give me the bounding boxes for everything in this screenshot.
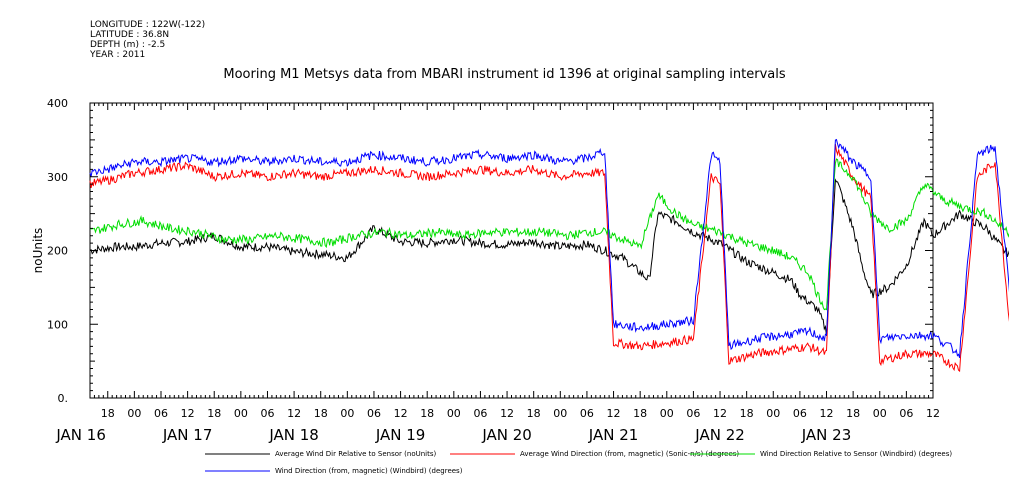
x-hour-label: 18 — [846, 407, 860, 420]
dataset-metadata: LONGITUDE : 122W(-122) LATITUDE : 36.8N … — [90, 20, 205, 60]
series-line-4 — [89, 138, 1009, 359]
x-hour-label: 18 — [420, 407, 434, 420]
x-hour-label: 00 — [340, 407, 354, 420]
plot-frame — [89, 102, 934, 399]
x-hour-label: 12 — [500, 407, 514, 420]
x-hour-label: 06 — [899, 407, 913, 420]
x-hour-label: 00 — [660, 407, 674, 420]
x-day-label: JAN 17 — [162, 426, 213, 444]
x-hour-label: 06 — [260, 407, 274, 420]
x-hour-label: 18 — [527, 407, 541, 420]
x-hour-label: 12 — [926, 407, 940, 420]
y-tick-label: 200 — [47, 245, 68, 258]
x-hour-label: 12 — [181, 407, 195, 420]
x-day-label: JAN 22 — [694, 426, 745, 444]
x-hour-label: 12 — [287, 407, 301, 420]
x-hour-label: 18 — [633, 407, 647, 420]
x-day-label: JAN 18 — [268, 426, 319, 444]
legend-label-2: Average Wind Direction (from, magnetic) … — [520, 450, 739, 458]
x-hour-label: 18 — [101, 407, 115, 420]
x-hour-label: 06 — [686, 407, 700, 420]
x-hour-label: 18 — [740, 407, 754, 420]
x-day-label: JAN 19 — [375, 426, 426, 444]
x-hour-label: 18 — [207, 407, 221, 420]
y-tick-label: 400 — [47, 97, 68, 110]
axes-group: 0. 100 200 300 400 noUnits 18 00 06 12 18 00 06 12 18 0… — [31, 97, 940, 444]
series-line-3 — [89, 158, 1009, 311]
y-tick-label: 100 — [47, 318, 68, 331]
x-hour-label: 06 — [580, 407, 594, 420]
x-hour-label: 00 — [127, 407, 141, 420]
x-hour-label: 12 — [394, 407, 408, 420]
plot-border — [89, 102, 934, 399]
x-day-label: JAN 20 — [481, 426, 532, 444]
legend: Average Wind Dir Relative to Sensor (noU… — [205, 450, 952, 475]
x-hour-label: 06 — [793, 407, 807, 420]
x-day-label: JAN 21 — [588, 426, 639, 444]
x-hour-label: 06 — [367, 407, 381, 420]
x-hour-label: 12 — [713, 407, 727, 420]
meta-depth: DEPTH (m) : -2.5 — [90, 40, 166, 50]
meta-latitude: LATITUDE : 36.8N — [90, 30, 170, 40]
x-hour-label: 00 — [553, 407, 567, 420]
x-hour-label: 00 — [766, 407, 780, 420]
x-hour-label: 00 — [447, 407, 461, 420]
x-hour-label: 00 — [234, 407, 248, 420]
x-hour-label: 06 — [473, 407, 487, 420]
meta-longitude: LONGITUDE : 122W(-122) — [90, 20, 206, 30]
legend-label-3: Wind Direction Relative to Sensor (Windb… — [760, 450, 952, 458]
y-tick-label: 0. — [58, 392, 69, 405]
x-hour-label: 06 — [154, 407, 168, 420]
x-day-label: JAN 23 — [801, 426, 852, 444]
x-day-label: JAN 16 — [55, 426, 106, 444]
y-tick-label: 300 — [47, 171, 68, 184]
meta-year: YEAR : 2011 — [90, 50, 146, 60]
x-hour-label: 18 — [314, 407, 328, 420]
series-line-2 — [89, 144, 1009, 373]
chart-title: Mooring M1 Metsys data from MBARI instru… — [223, 67, 786, 82]
x-hour-label: 00 — [873, 407, 887, 420]
legend-label-4: Wind Direction (from, magnetic) (Windbir… — [275, 467, 463, 475]
y-axis-label: noUnits — [31, 228, 45, 274]
legend-label-1: Average Wind Dir Relative to Sensor (noU… — [275, 450, 436, 458]
series-line-1 — [89, 178, 1009, 336]
series-group — [89, 138, 1009, 373]
x-hour-label: 12 — [820, 407, 834, 420]
x-hour-label: 12 — [607, 407, 621, 420]
